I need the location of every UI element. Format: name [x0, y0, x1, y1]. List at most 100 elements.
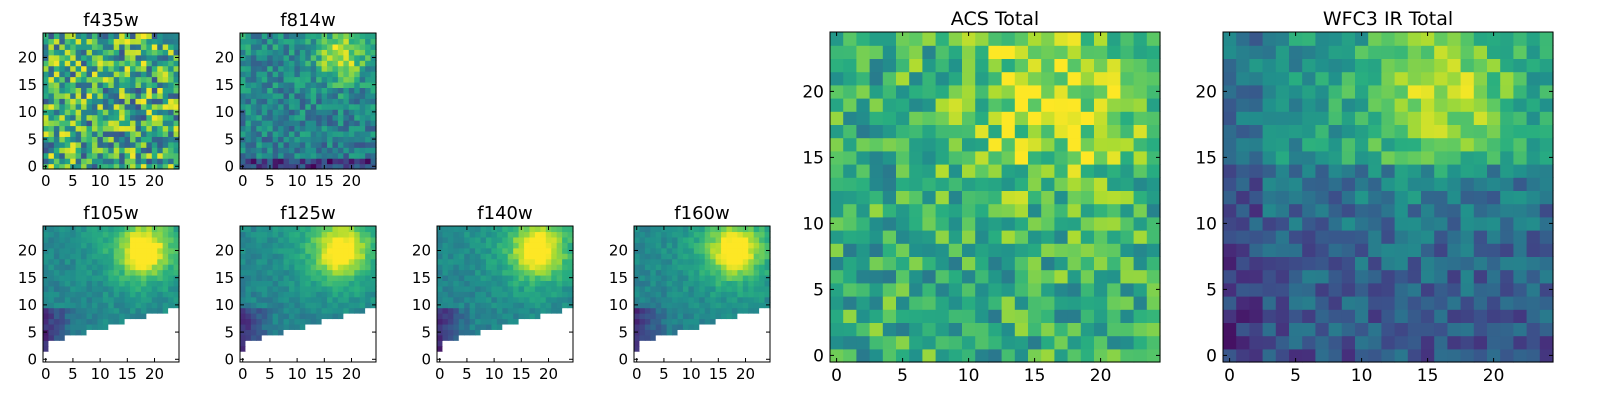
heatmap-cell: [337, 163, 344, 170]
heatmap-cell: [365, 87, 372, 94]
heatmap-cell: [130, 81, 137, 88]
heatmap-cell: [655, 356, 662, 363]
heatmap-cell: [102, 291, 109, 298]
heatmap-cell: [540, 334, 547, 341]
heatmap-cell: [343, 125, 350, 132]
heatmap-cell: [75, 130, 82, 137]
heatmap-cell: [507, 226, 514, 233]
heatmap-cell: [1028, 150, 1042, 165]
heatmap-cell: [348, 247, 355, 254]
heatmap-cell: [742, 231, 749, 238]
heatmap-cell: [496, 264, 503, 271]
heatmap-cell: [1223, 177, 1237, 191]
heatmap-cell: [86, 253, 93, 260]
heatmap-cell: [283, 60, 290, 67]
heatmap-cell: [480, 226, 487, 233]
heatmap-cell: [91, 49, 98, 56]
heatmap-cell: [130, 33, 137, 40]
heatmap-cell: [48, 345, 55, 352]
heatmap-cell: [70, 141, 77, 148]
heatmap-cell: [693, 340, 700, 347]
heatmap-cell: [447, 242, 454, 249]
heatmap-cell: [113, 92, 120, 99]
heatmap-cell: [343, 163, 350, 170]
heatmap-cell: [81, 49, 88, 56]
heatmap-cell: [948, 45, 963, 59]
heatmap-cell: [294, 109, 301, 116]
heatmap-cell: [146, 334, 153, 341]
heatmap-cell: [348, 87, 355, 94]
heatmap-cell: [496, 323, 503, 330]
heatmap-cell: [458, 236, 465, 243]
heatmap-cell: [70, 258, 77, 265]
heatmap-cell: [97, 291, 104, 298]
heatmap-cell: [173, 231, 180, 238]
heatmap-cell: [1080, 243, 1095, 257]
heatmap-cell: [316, 87, 323, 94]
heatmap-cell: [567, 242, 574, 249]
heatmap-cell: [119, 54, 126, 61]
heatmap-cell: [321, 247, 328, 254]
heatmap-cell: [102, 163, 109, 170]
heatmap-cell: [337, 87, 344, 94]
heatmap-cell: [343, 49, 350, 56]
heatmap-cell: [551, 302, 558, 309]
heatmap-cell: [256, 98, 263, 105]
heatmap-cell: [332, 158, 339, 165]
heatmap-cell: [475, 253, 482, 260]
heatmap-cell: [321, 147, 328, 154]
heatmap-cell: [245, 125, 252, 132]
heatmap-cell: [151, 81, 158, 88]
heatmap-cell: [447, 334, 454, 341]
heatmap-cell: [567, 296, 574, 303]
heatmap-cell: [518, 269, 525, 276]
heatmap-cell: [988, 322, 1003, 337]
heatmap-cell: [294, 323, 301, 330]
heatmap-cell: [337, 285, 344, 292]
heatmap-cell: [354, 269, 361, 276]
heatmap-cell: [1094, 124, 1108, 139]
heatmap-cell: [1302, 322, 1316, 337]
heatmap-cell: [491, 285, 498, 292]
heatmap-cell: [753, 307, 760, 314]
heatmap-cell: [1262, 335, 1277, 350]
heatmap-cell: [975, 230, 989, 244]
heatmap-cell: [1500, 203, 1514, 218]
heatmap-cell: [856, 216, 871, 231]
heatmap-cell: [316, 242, 323, 249]
heatmap-cell: [135, 130, 142, 137]
heatmap-cell: [1368, 309, 1382, 323]
heatmap-cell: [1487, 243, 1501, 257]
heatmap-cell: [644, 345, 651, 352]
heatmap-cell: [962, 71, 976, 86]
heatmap-cell: [337, 302, 344, 309]
heatmap-cell: [1107, 84, 1121, 99]
heatmap-cell: [135, 141, 142, 148]
heatmap-cell: [540, 291, 547, 298]
heatmap-cell: [704, 296, 711, 303]
heatmap-cell: [162, 236, 169, 243]
heatmap-cell: [299, 323, 306, 330]
heatmap-cell: [267, 313, 274, 320]
heatmap-cell: [162, 33, 169, 40]
heatmap-cell: [485, 323, 492, 330]
heatmap-cell: [359, 280, 366, 287]
heatmap-cell: [305, 54, 312, 61]
heatmap-cell: [534, 264, 541, 271]
heatmap-cell: [108, 120, 115, 127]
heatmap-cell: [173, 334, 180, 341]
heatmap-cell: [1094, 84, 1108, 99]
heatmap-cell: [909, 32, 923, 46]
heatmap-cell: [1341, 335, 1356, 350]
heatmap-cell: [272, 65, 279, 72]
heatmap-cell: [146, 351, 153, 358]
heatmap-cell: [447, 313, 454, 320]
heatmap-cell: [332, 81, 339, 88]
heatmap-cell: [278, 356, 285, 363]
heatmap-cell: [453, 269, 460, 276]
heatmap-cell: [343, 307, 350, 314]
heatmap-cell: [869, 269, 884, 284]
heatmap-cell: [962, 137, 976, 152]
heatmap-cell: [1421, 335, 1435, 350]
